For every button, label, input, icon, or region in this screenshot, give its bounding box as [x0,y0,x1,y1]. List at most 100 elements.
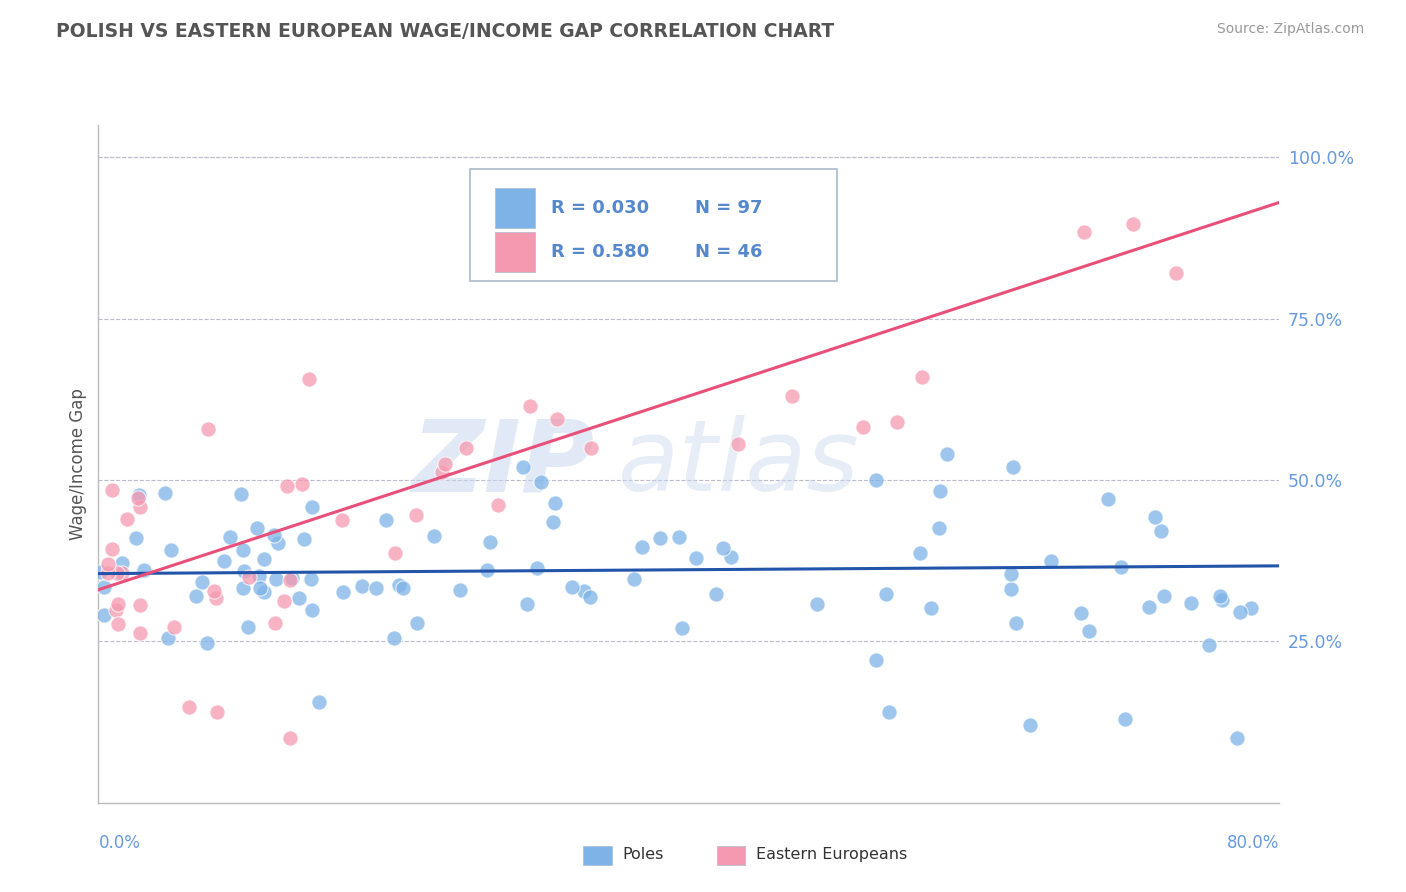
Point [430,465,453,479]
Point [129,500,152,514]
Point [1198,638,1220,652]
Point [1000,567,1022,582]
Point [253,585,276,599]
Point [1073,225,1095,239]
Point [128,487,150,501]
Text: N = 97: N = 97 [695,199,762,217]
Point [782,389,804,403]
Point [392,581,415,595]
Point [229,486,252,500]
Point [434,457,457,471]
Point [865,473,887,487]
Point [128,598,150,612]
Point [512,460,534,475]
Point [107,597,129,611]
Point [1039,554,1062,568]
Point [720,549,742,564]
Point [280,571,302,585]
Point [519,399,541,413]
Point [875,587,897,601]
FancyBboxPatch shape [495,232,536,272]
Point [202,584,225,599]
Point [1109,560,1132,574]
Point [292,532,315,546]
Point [97,558,120,572]
Point [475,563,498,577]
Point [205,706,228,720]
Point [278,573,301,587]
Point [184,589,207,603]
Point [541,516,564,530]
Point [544,496,567,510]
Point [1164,266,1187,280]
Point [886,416,908,430]
Text: R = 0.580: R = 0.580 [551,244,650,261]
Point [449,582,471,597]
Point [301,603,323,617]
Point [330,513,353,527]
Point [89,565,111,579]
Point [159,543,181,558]
Point [936,447,959,461]
Point [650,531,672,545]
Point [908,546,931,560]
Text: Poles: Poles [623,847,664,862]
Point [195,636,218,650]
Point [478,534,501,549]
Point [276,479,298,493]
Point [97,566,120,580]
Point [668,530,690,544]
Text: ZIP: ZIP [412,416,595,512]
Point [928,521,950,535]
Point [1002,460,1025,475]
Point [253,552,276,566]
Point [1070,606,1092,620]
Point [263,528,285,542]
Point [205,591,228,605]
Point [704,587,727,601]
Point [115,512,138,526]
Point [382,631,405,645]
Point [578,590,600,604]
Point [287,591,309,605]
Point [1137,600,1160,615]
Point [238,620,260,634]
Point [405,508,427,522]
Point [110,566,132,580]
Text: R = 0.030: R = 0.030 [551,199,650,217]
Point [105,566,128,581]
Point [299,572,322,586]
Text: 0.0%: 0.0% [98,834,141,852]
Point [93,580,115,594]
Point [127,491,149,505]
Point [405,615,427,630]
Point [1209,589,1232,603]
Point [546,411,568,425]
Point [910,370,932,384]
Point [1226,731,1249,746]
Point [298,372,321,386]
Point [623,572,645,586]
Point [291,476,314,491]
Point [332,584,354,599]
Text: 80.0%: 80.0% [1227,834,1279,852]
Point [1122,217,1144,231]
Point [865,653,887,667]
Point [685,550,707,565]
Point [1240,600,1263,615]
Point [232,581,254,595]
Point [352,579,374,593]
Point [212,553,235,567]
Point [388,578,411,592]
Point [852,420,875,434]
Point [1019,718,1042,732]
Point [579,441,602,455]
Y-axis label: Wage/Income Gap: Wage/Income Gap [69,388,87,540]
Point [530,475,553,490]
Point [1078,624,1101,638]
Point [1000,582,1022,596]
Point [879,706,901,720]
Point [1229,605,1251,619]
Point [572,583,595,598]
Point [711,541,734,555]
